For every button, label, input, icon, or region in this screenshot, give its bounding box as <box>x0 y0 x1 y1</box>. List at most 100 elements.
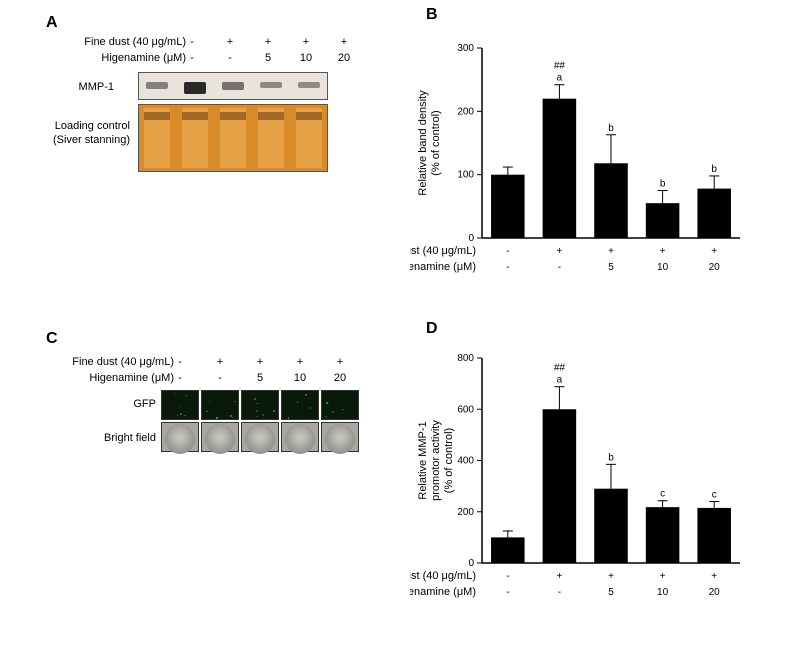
gfp-speck <box>177 414 179 416</box>
svg-text:-: - <box>506 571 509 582</box>
bright-circle <box>165 424 195 454</box>
bar <box>491 537 525 563</box>
gfp-speck <box>310 407 312 409</box>
panel-c-higenamine-val: 20 <box>327 372 353 384</box>
bar <box>594 489 628 563</box>
svg-text:300: 300 <box>457 43 474 54</box>
panel-a-finedust-val: + <box>217 36 243 48</box>
bar <box>697 508 731 563</box>
panel-c-higenamine-val: 5 <box>247 372 273 384</box>
svg-text:Fine dust (40 μg/mL): Fine dust (40 μg/mL) <box>410 570 476 582</box>
gfp-speck <box>184 415 186 417</box>
panel-c-finedust-val: + <box>327 356 353 368</box>
gfp-speck <box>180 413 182 415</box>
panel-c-finedust-label: Fine dust (40 μg/mL) <box>46 356 174 368</box>
bar <box>594 163 628 238</box>
svg-text:100: 100 <box>457 170 474 181</box>
panel-a-label: A <box>46 14 58 32</box>
svg-text:20: 20 <box>709 262 721 273</box>
panel-a-higenamine-val: - <box>179 52 205 64</box>
panel-c-bright-label: Bright field <box>86 432 156 444</box>
svg-text:400: 400 <box>457 456 474 467</box>
gfp-speck <box>328 402 330 404</box>
svg-text:Relative band density: Relative band density <box>417 90 429 196</box>
gfp-speck <box>305 394 307 396</box>
gfp-speck <box>342 409 344 411</box>
panel-a-higenamine-val: - <box>217 52 243 64</box>
panel-a-finedust-val: + <box>331 36 357 48</box>
bar <box>646 203 680 238</box>
gfp-speck <box>273 410 275 412</box>
panel-a-higenamine-val: 10 <box>293 52 319 64</box>
gfp-speck <box>230 415 232 417</box>
panel-c-higenamine-val: 10 <box>287 372 313 384</box>
gfp-speck <box>293 393 295 395</box>
panel-a-finedust-val: + <box>255 36 281 48</box>
svg-text:c: c <box>660 489 665 500</box>
panel-a-loading-label2: (Siver stanning) <box>30 134 130 146</box>
svg-text:+: + <box>711 571 717 582</box>
svg-text:promotor activity: promotor activity <box>430 420 442 501</box>
svg-text:20: 20 <box>709 587 721 598</box>
gfp-speck <box>174 393 176 395</box>
panel-a-band <box>146 82 168 89</box>
bright-circle <box>245 424 275 454</box>
svg-text:a: a <box>557 375 563 386</box>
panel-c-finedust-val: - <box>167 356 193 368</box>
bright-circle <box>285 424 315 454</box>
panel-a-silver-band <box>220 112 246 120</box>
svg-text:-: - <box>506 246 509 257</box>
svg-text:b: b <box>660 179 666 190</box>
gfp-speck <box>262 414 264 416</box>
gfp-speck <box>256 410 258 412</box>
panel-a-band <box>184 82 206 94</box>
svg-text:-: - <box>558 262 561 273</box>
svg-text:10: 10 <box>657 587 669 598</box>
panel-a-higenamine-val: 20 <box>331 52 357 64</box>
bright-circle <box>325 424 355 454</box>
panel-b-label: B <box>426 6 438 24</box>
panel-c-higenamine-val: - <box>167 372 193 384</box>
panel-a-silver-band <box>296 112 322 120</box>
panel-d-label: D <box>426 320 438 338</box>
panel-a-band <box>260 82 282 88</box>
panel-d-chart: 0200400600800Relative MMP-1promotor acti… <box>410 340 750 630</box>
panel-b-chart: 0 100 200 300 Relative band density(% of con… <box>410 30 750 300</box>
panel-c-finedust-val: + <box>207 356 233 368</box>
svg-text:Higenamine (μM): Higenamine (μM) <box>410 586 476 598</box>
gfp-speck <box>206 411 208 413</box>
gfp-speck <box>232 417 234 419</box>
svg-text:Fine dust (40 μg/mL): Fine dust (40 μg/mL) <box>410 245 476 257</box>
bright-circle <box>205 424 235 454</box>
panel-a-finedust-label: Fine dust (40 μg/mL) <box>58 36 186 48</box>
gfp-speck <box>338 416 340 418</box>
svg-text:200: 200 <box>457 106 474 117</box>
svg-text:c: c <box>712 490 717 501</box>
bar <box>491 175 525 238</box>
panel-c-gfp-img <box>201 390 239 420</box>
svg-text:0: 0 <box>468 233 474 244</box>
panel-a-higenamine-val: 5 <box>255 52 281 64</box>
gfp-speck <box>325 416 327 418</box>
gfp-speck <box>179 406 181 408</box>
svg-text:b: b <box>711 164 717 175</box>
gfp-speck <box>209 401 211 403</box>
panel-c-gfp-img <box>321 390 359 420</box>
panel-c-finedust-val: + <box>287 356 313 368</box>
svg-text:##: ## <box>554 363 566 374</box>
svg-text:(% of control): (% of control) <box>430 110 442 175</box>
gfp-speck <box>332 411 334 413</box>
panel-a-finedust-val: + <box>293 36 319 48</box>
svg-text:200: 200 <box>457 507 474 518</box>
svg-text:+: + <box>711 246 717 257</box>
panel-c-finedust-val: + <box>247 356 273 368</box>
gfp-speck <box>288 417 290 419</box>
panel-c-gfp-label: GFP <box>100 398 156 410</box>
panel-a-silver-band <box>144 112 170 120</box>
gfp-speck <box>297 401 299 403</box>
svg-text:+: + <box>556 246 562 257</box>
svg-text:##: ## <box>554 61 566 72</box>
svg-text:0: 0 <box>468 558 474 569</box>
bar <box>697 189 731 238</box>
gfp-speck <box>257 403 259 405</box>
